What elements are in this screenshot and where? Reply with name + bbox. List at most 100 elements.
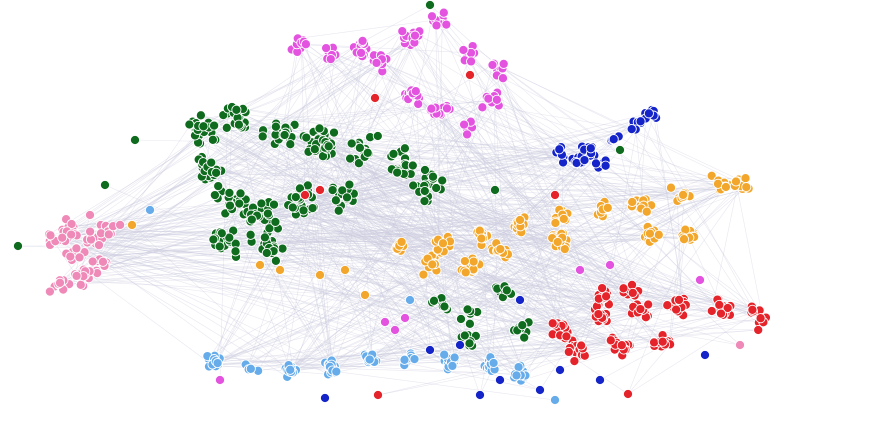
graph-edge (619, 149, 633, 203)
graph-node-orange (644, 228, 655, 239)
graph-edge (493, 63, 737, 182)
graph-edge (294, 58, 332, 125)
graph-node-red (747, 304, 758, 315)
graph-node-red (372, 389, 384, 401)
graph-edge (208, 358, 516, 375)
graph-edge (74, 134, 285, 235)
graph-edge (377, 317, 765, 396)
graph-edge (394, 169, 738, 183)
graph-node-dark-green (307, 203, 318, 214)
graph-edge (327, 58, 355, 194)
graph-edge (404, 174, 663, 336)
graph-edge (97, 260, 367, 357)
graph-edge (467, 334, 615, 350)
graph-edge (282, 135, 604, 318)
graph-edge (472, 241, 558, 264)
graph-edge (269, 247, 582, 356)
graph-node-dark-green (519, 332, 530, 343)
graph-edge (502, 68, 739, 180)
graph-edge (204, 170, 720, 191)
graph-edge (68, 150, 589, 238)
graph-edge (602, 122, 639, 320)
graph-edge (438, 23, 582, 346)
graph-edge (492, 162, 580, 368)
graph-edge (358, 142, 373, 355)
graph-edge (522, 156, 564, 326)
graph-edge (341, 193, 474, 270)
graph-edge (262, 136, 468, 310)
graph-node-dark-green (221, 122, 232, 133)
graph-edge (290, 243, 444, 372)
graph-edge (559, 149, 725, 314)
graph-edge (203, 126, 308, 186)
graph-edge (501, 251, 599, 299)
graph-edge (492, 250, 498, 368)
graph-edge (102, 199, 237, 263)
graph-edge (73, 229, 646, 315)
graph-node-magenta (458, 44, 469, 56)
graph-edge (479, 292, 501, 396)
graph-edge (256, 121, 634, 216)
graph-edge (374, 233, 564, 363)
graph-edge (54, 171, 212, 240)
graph-node-magenta (498, 58, 509, 69)
graph-edge (298, 97, 376, 198)
graph-edge (372, 206, 633, 355)
graph-node-red (706, 305, 717, 317)
graph-edge (473, 271, 599, 306)
graph-edge (71, 234, 294, 371)
graph-node-magenta (487, 59, 498, 71)
graph-edge (482, 107, 655, 343)
graph-edge (472, 45, 682, 199)
graph-edge (49, 234, 570, 349)
graph-edge (627, 310, 760, 395)
graph-edge (287, 204, 412, 359)
graph-edge (298, 190, 423, 199)
graph-node-dark-green (341, 192, 353, 203)
graph-node-pink (84, 209, 96, 221)
graph-edge (98, 244, 624, 289)
graph-node-pink (54, 277, 66, 288)
graph-node-orange (627, 196, 638, 208)
graph-node-pink (75, 279, 86, 290)
graph-edge (85, 179, 739, 272)
graph-edge (244, 203, 491, 365)
graph-node-magenta (325, 54, 336, 65)
graph-edge (563, 218, 635, 296)
graph-edge (416, 186, 561, 336)
graph-edge (95, 243, 541, 391)
graph-edge (419, 31, 494, 251)
graph-edge (331, 61, 380, 361)
graph-edge (417, 103, 526, 377)
graph-edge (332, 107, 436, 369)
graph-edge (364, 31, 420, 152)
graph-edge (349, 158, 506, 293)
graph-node-orange (359, 289, 371, 301)
graph-node-magenta (426, 103, 437, 114)
graph-edge (282, 129, 330, 365)
graph-edge (658, 234, 760, 311)
graph-edge (313, 207, 375, 363)
graph-node-red (547, 318, 558, 329)
graph-edge (88, 238, 462, 320)
graph-node-orange (437, 238, 449, 249)
graph-edge (295, 63, 504, 371)
graph-edge (205, 127, 603, 319)
graph-edge (440, 127, 473, 253)
graph-edge (295, 214, 332, 365)
graph-edge (262, 184, 729, 251)
graph-edge (413, 94, 641, 310)
graph-node-magenta (694, 274, 706, 286)
graph-edge (418, 97, 624, 289)
graph-edge (237, 117, 636, 290)
graph-edge (208, 213, 568, 367)
graph-node-red (657, 336, 668, 347)
graph-node-dark-green (12, 240, 24, 252)
graph-edge (262, 130, 681, 309)
graph-node-orange (552, 236, 563, 248)
graph-edge (245, 267, 432, 365)
graph-edge (99, 209, 151, 260)
graph-edge (287, 241, 558, 371)
graph-node-magenta (438, 7, 449, 18)
